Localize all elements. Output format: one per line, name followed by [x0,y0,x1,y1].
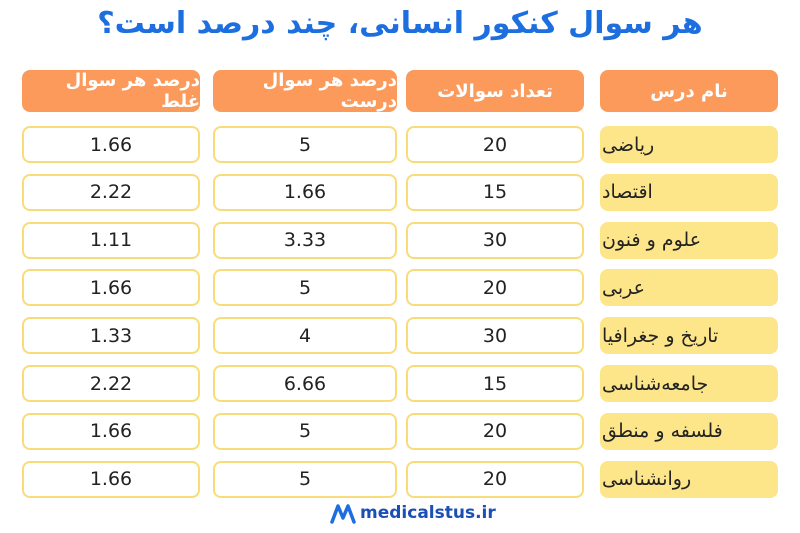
value-cell: 5 [213,412,397,450]
logo [330,504,356,524]
value-cell: 3.33 [213,221,397,259]
value-cell: 1.66 [213,173,397,211]
subject-cell: ریاضی [600,126,778,163]
subject-cell: علوم و فنون [600,221,778,259]
value-cell: 1.66 [22,269,200,307]
value-cell: 1.66 [22,126,200,163]
value-cell: 4 [213,317,397,355]
subject-cell: اقتصاد [600,173,778,211]
value-cell: 2.22 [22,365,200,402]
subject-cell: عربی [600,269,778,307]
brand: medicalstus.ir [360,503,496,523]
header-cell: درصد هر سوال غلط [22,70,200,112]
value-cell: 6.66 [213,365,397,402]
value-cell: 30 [406,221,584,259]
value-cell: 2.22 [22,173,200,211]
value-cell: 20 [406,126,584,163]
value-cell: 5 [213,126,397,163]
footer: medicalstus.ir [330,502,496,524]
value-cell: 20 [406,269,584,307]
subject-cell: فلسفه و منطق [600,412,778,450]
value-cell: 5 [213,460,397,498]
value-cell: 20 [406,412,584,450]
header-cell: تعداد سوالات [406,70,584,112]
header-cell: درصد هر سوال درست [213,70,397,112]
value-cell: 1.66 [22,412,200,450]
title: هر سوال کنکور انسانی، چند درصد است؟ [97,6,703,41]
subject-cell: تاریخ و جغرافیا [600,317,778,355]
value-cell: 1.11 [22,221,200,259]
value-cell: 20 [406,460,584,498]
subject-cell: روانشناسی [600,460,778,498]
value-cell: 1.33 [22,317,200,355]
header-cell: نام درس [600,70,778,112]
value-cell: 5 [213,269,397,307]
value-cell: 15 [406,173,584,211]
value-cell: 15 [406,365,584,402]
value-cell: 30 [406,317,584,355]
subject-cell: جامعه‌شناسی [600,365,778,402]
value-cell: 1.66 [22,460,200,498]
